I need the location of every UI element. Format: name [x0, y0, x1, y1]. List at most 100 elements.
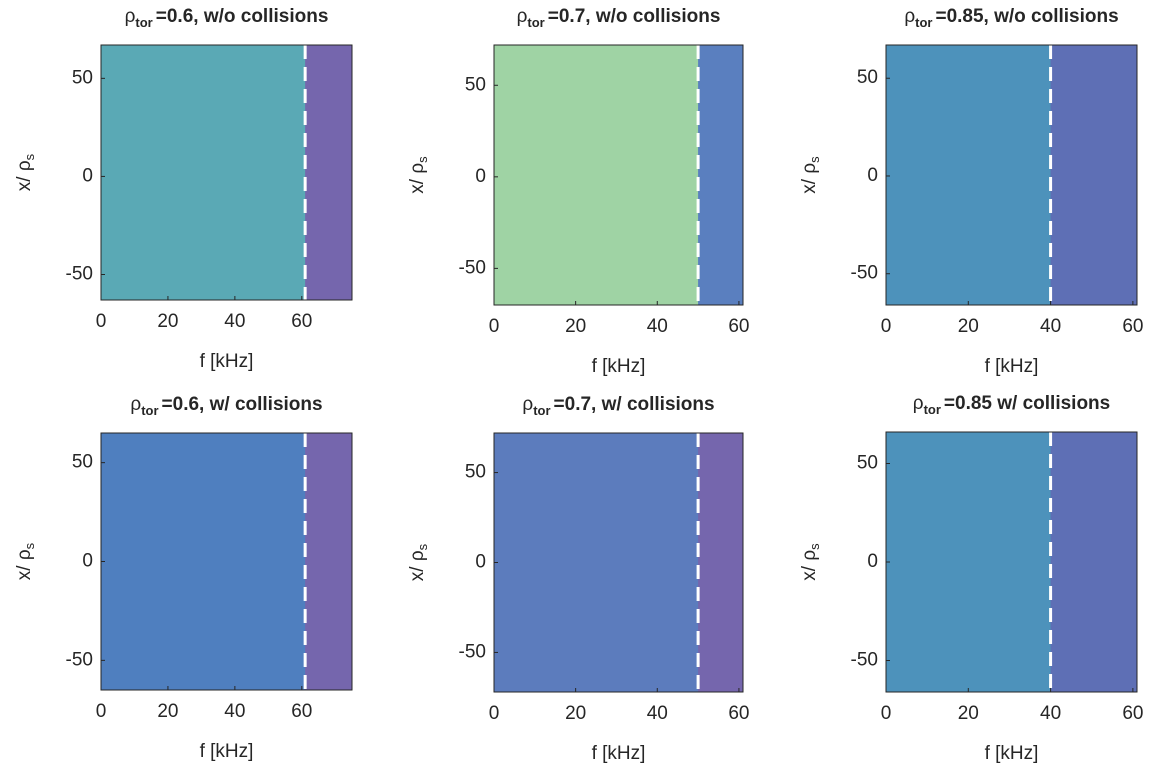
panel: 0 20 40 60 -50 0 50 f [kHz] x/ ρs ρtor =0.7, w/o c… [407, 6, 749, 377]
cutoff-region [1050, 45, 1137, 305]
x-tick-label: 20 [157, 311, 178, 332]
axes-frame [100, 44, 353, 301]
title-subscript: tor [915, 15, 932, 30]
y-axis-label: x/ ρs [14, 542, 37, 580]
title-symbol: ρ [904, 6, 915, 27]
y-tick-label: -50 [851, 650, 878, 671]
y-axis-label: x/ ρs [14, 153, 37, 191]
x-tick-label: 40 [1040, 703, 1061, 724]
panel-title: ρtor =0.7, w/ collisions [522, 394, 714, 418]
panel: 0 20 40 60 -50 0 50 f [kHz] x/ ρs ρtor =0.7, w/ co… [407, 394, 749, 764]
x-tick-label: 60 [728, 703, 749, 724]
y-label-subscript: s [415, 156, 430, 163]
x-axis-label: f [kHz] [985, 743, 1039, 764]
y-tick-label: -50 [66, 649, 93, 670]
title-symbol: ρ [517, 6, 528, 27]
y-tick-label: -50 [459, 257, 486, 278]
cutoff-region [698, 45, 743, 305]
y-label-text: x/ ρ [14, 549, 35, 580]
y-label-subscript: s [807, 543, 822, 550]
y-label-text: x/ ρ [799, 550, 820, 581]
y-tick-label: 0 [867, 165, 878, 186]
x-tick-label: 40 [647, 703, 668, 724]
x-tick-label: 20 [565, 703, 586, 724]
y-axis-label: x/ ρs [407, 543, 430, 581]
y-tick-label: 0 [867, 551, 878, 572]
panel: 0 20 40 60 -50 0 50 f [kHz] x/ ρs ρtor =0.85 w/ co… [799, 393, 1143, 764]
x-tick-label: 0 [489, 703, 500, 724]
y-tick-label: 0 [475, 166, 486, 187]
y-tick-label: -50 [459, 641, 486, 662]
title-text: =0.85, w/o collisions [935, 6, 1118, 27]
y-tick-label: 50 [465, 462, 486, 483]
x-tick-label: 40 [647, 316, 668, 337]
y-axis-label: x/ ρs [407, 156, 430, 194]
title-text: =0.6, w/o collisions [156, 6, 329, 27]
title-subscript: tor [924, 402, 941, 417]
title-text: =0.6, w/ collisions [162, 394, 323, 415]
title-text: =0.7, w/o collisions [548, 6, 721, 27]
y-tick-label: 50 [72, 452, 93, 473]
cutoff-region [305, 45, 352, 300]
x-axis-label: f [kHz] [200, 741, 254, 762]
x-tick-label: 60 [728, 316, 749, 337]
x-tick-label: 0 [881, 703, 892, 724]
cutoff-region [305, 433, 352, 690]
y-tick-label: 0 [82, 551, 93, 572]
x-tick-label: 40 [224, 311, 245, 332]
x-tick-label: 40 [224, 701, 245, 722]
y-label-text: x/ ρ [14, 160, 35, 191]
panel: 0 20 40 60 -50 0 50 f [kHz] x/ ρs ρtor =0.6, w/o c… [14, 6, 353, 372]
x-axis-label: f [kHz] [592, 356, 646, 377]
title-subscript: tor [135, 15, 152, 30]
x-tick-label: 60 [1122, 703, 1143, 724]
title-text: =0.85 w/ collisions [944, 393, 1110, 414]
y-axis-label: x/ ρs [799, 543, 822, 581]
x-tick-label: 0 [96, 701, 107, 722]
title-symbol: ρ [125, 6, 136, 27]
title-subscript: tor [527, 15, 544, 30]
y-tick-label: 50 [857, 67, 878, 88]
cutoff-region [698, 433, 743, 692]
panel: 0 20 40 60 -50 0 50 f [kHz] x/ ρs ρtor =0.6, w/ co… [14, 394, 353, 762]
y-tick-label: 50 [465, 74, 486, 95]
panel: 0 20 40 60 -50 0 50 f [kHz] x/ ρs ρtor =0.85, w/o … [799, 6, 1143, 377]
x-tick-label: 40 [1040, 316, 1061, 337]
y-label-subscript: s [415, 543, 430, 550]
cutoff-region [1050, 432, 1137, 692]
y-label-text: x/ ρ [407, 550, 428, 581]
x-tick-label: 20 [157, 701, 178, 722]
axes-frame [885, 44, 1138, 306]
x-tick-label: 60 [291, 311, 312, 332]
title-text: =0.7, w/ collisions [554, 394, 715, 415]
panel-title: ρtor =0.6, w/o collisions [125, 6, 329, 30]
y-label-subscript: s [807, 156, 822, 163]
y-label-text: x/ ρ [799, 163, 820, 194]
panel-title: ρtor =0.85 w/ collisions [913, 393, 1110, 417]
panel-title: ρtor =0.85, w/o collisions [904, 6, 1118, 30]
y-tick-label: -50 [851, 263, 878, 284]
axes-frame [493, 44, 744, 306]
y-tick-label: 0 [82, 165, 93, 186]
y-label-subscript: s [22, 542, 37, 549]
y-label-subscript: s [22, 153, 37, 160]
x-tick-label: 0 [881, 316, 892, 337]
x-tick-label: 20 [958, 703, 979, 724]
x-tick-label: 0 [96, 311, 107, 332]
x-tick-label: 20 [565, 316, 586, 337]
title-subscript: tor [533, 403, 550, 418]
y-tick-label: 50 [72, 67, 93, 88]
panel-title: ρtor =0.6, w/ collisions [130, 394, 322, 418]
panel-title: ρtor =0.7, w/o collisions [517, 6, 721, 30]
x-tick-label: 0 [489, 316, 500, 337]
y-axis-label: x/ ρs [799, 156, 822, 194]
title-symbol: ρ [913, 393, 924, 414]
y-tick-label: 50 [857, 453, 878, 474]
x-tick-label: 60 [291, 701, 312, 722]
x-tick-label: 60 [1122, 316, 1143, 337]
x-axis-label: f [kHz] [200, 351, 254, 372]
y-tick-label: 0 [475, 552, 486, 573]
title-subscript: tor [141, 403, 158, 418]
title-symbol: ρ [130, 394, 141, 415]
